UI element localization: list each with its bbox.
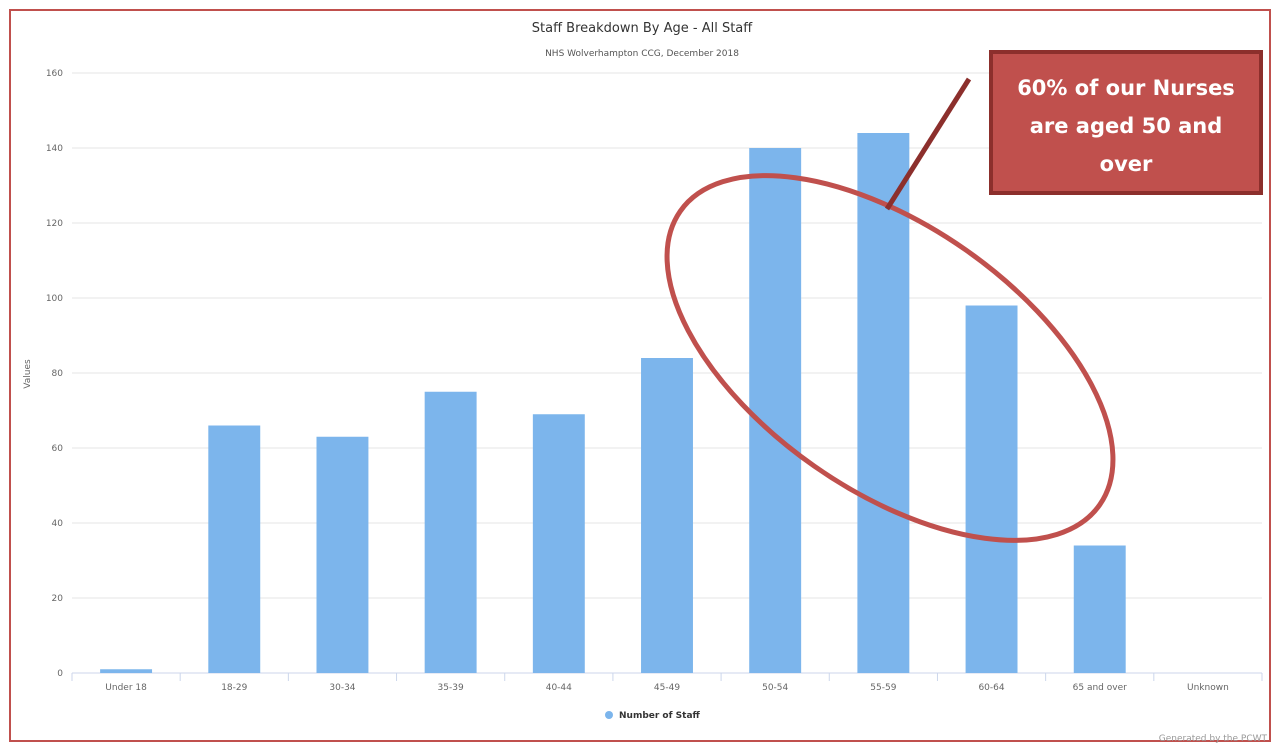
- chart-subtitle: NHS Wolverhampton CCG, December 2018: [545, 49, 739, 59]
- bar-40-44[interactable]: [532, 414, 585, 673]
- annotation-pointer-line: [884, 77, 972, 211]
- y-tick-label: 20: [52, 594, 64, 604]
- bar-50-54[interactable]: [749, 148, 802, 673]
- bar-under-18[interactable]: [100, 669, 153, 673]
- bar-55-59[interactable]: [857, 133, 910, 673]
- y-tick-labels: 0 20 40 60 80 100 120 140 160: [46, 69, 63, 679]
- y-tick-label: 140: [46, 144, 63, 154]
- x-tick-label: 35-39: [438, 683, 464, 693]
- x-tick-label: 40-44: [546, 683, 572, 693]
- bar-chart: Staff Breakdown By Age - All Staff NHS W…: [23, 21, 1268, 744]
- x-tick-label: 30-34: [329, 683, 355, 693]
- bar-65-and-over[interactable]: [1073, 545, 1126, 674]
- x-tick-label: 65 and over: [1073, 683, 1127, 693]
- x-tick-label: 50-54: [762, 683, 788, 693]
- y-axis-title: Values: [23, 359, 33, 389]
- bar-60-64[interactable]: [965, 305, 1018, 674]
- bar-35-39[interactable]: [424, 391, 477, 673]
- y-tick-label: 120: [46, 219, 63, 229]
- x-tick-label: 18-29: [221, 683, 247, 693]
- legend-label: Number of Staff: [619, 711, 701, 721]
- bar-18-29[interactable]: [208, 425, 261, 674]
- y-tick-label: 0: [57, 669, 63, 679]
- bar-45-49[interactable]: [641, 358, 693, 673]
- bar-30-34[interactable]: [316, 436, 369, 673]
- chart-frame: Staff Breakdown By Age - All Staff NHS W…: [9, 9, 1271, 744]
- x-tick-label: Under 18: [105, 683, 147, 693]
- y-tick-label: 40: [52, 519, 64, 529]
- annotation-box: [989, 50, 1263, 195]
- annotation-line-1: 60% of our Nurses: [1017, 76, 1235, 100]
- annotation-line-2: are aged 50 and: [1030, 114, 1223, 138]
- credit-text[interactable]: Generated by the PCWT: [1159, 734, 1268, 744]
- x-tick-label: 45-49: [654, 683, 680, 693]
- annotation-line-3: over: [1100, 152, 1153, 176]
- y-tick-label: 60: [52, 444, 64, 454]
- x-tick-label: 60-64: [978, 683, 1004, 693]
- x-tick-label: Unknown: [1187, 683, 1229, 693]
- legend[interactable]: Number of Staff: [605, 711, 701, 721]
- y-tick-label: 80: [52, 369, 64, 379]
- y-tick-label: 100: [46, 294, 63, 304]
- legend-marker: [605, 711, 613, 719]
- annotation: 60% of our Nurses are aged 50 and over: [664, 50, 1263, 543]
- y-tick-label: 160: [46, 69, 63, 79]
- x-tick-label: 55-59: [870, 683, 896, 693]
- bars: [100, 133, 1126, 673]
- chart-title: Staff Breakdown By Age - All Staff: [532, 21, 753, 36]
- x-tick-labels: Under 18 18-29 30-34 35-39 40-44 45-49 50-54 55…: [71, 673, 1263, 693]
- annotation-ellipse: [664, 173, 1116, 543]
